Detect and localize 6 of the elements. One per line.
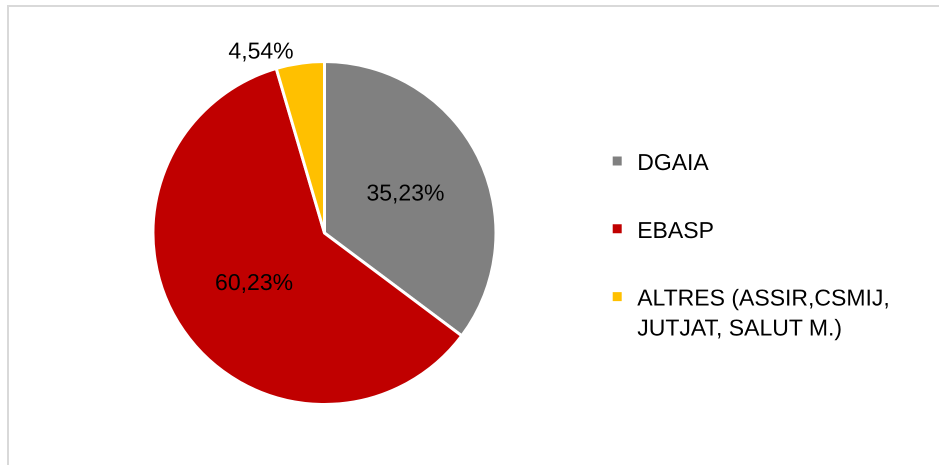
data-label: 35,23% xyxy=(366,179,444,206)
data-label: 4,54% xyxy=(228,38,294,64)
legend-label: DGAIA xyxy=(637,148,710,175)
legend-label: ALTRES (ASSIR,CSMIJ, JUTJAT, SALUT M.) xyxy=(637,284,890,341)
data-label: 60,23% xyxy=(215,268,294,295)
legend-label: EBASP xyxy=(637,216,714,243)
